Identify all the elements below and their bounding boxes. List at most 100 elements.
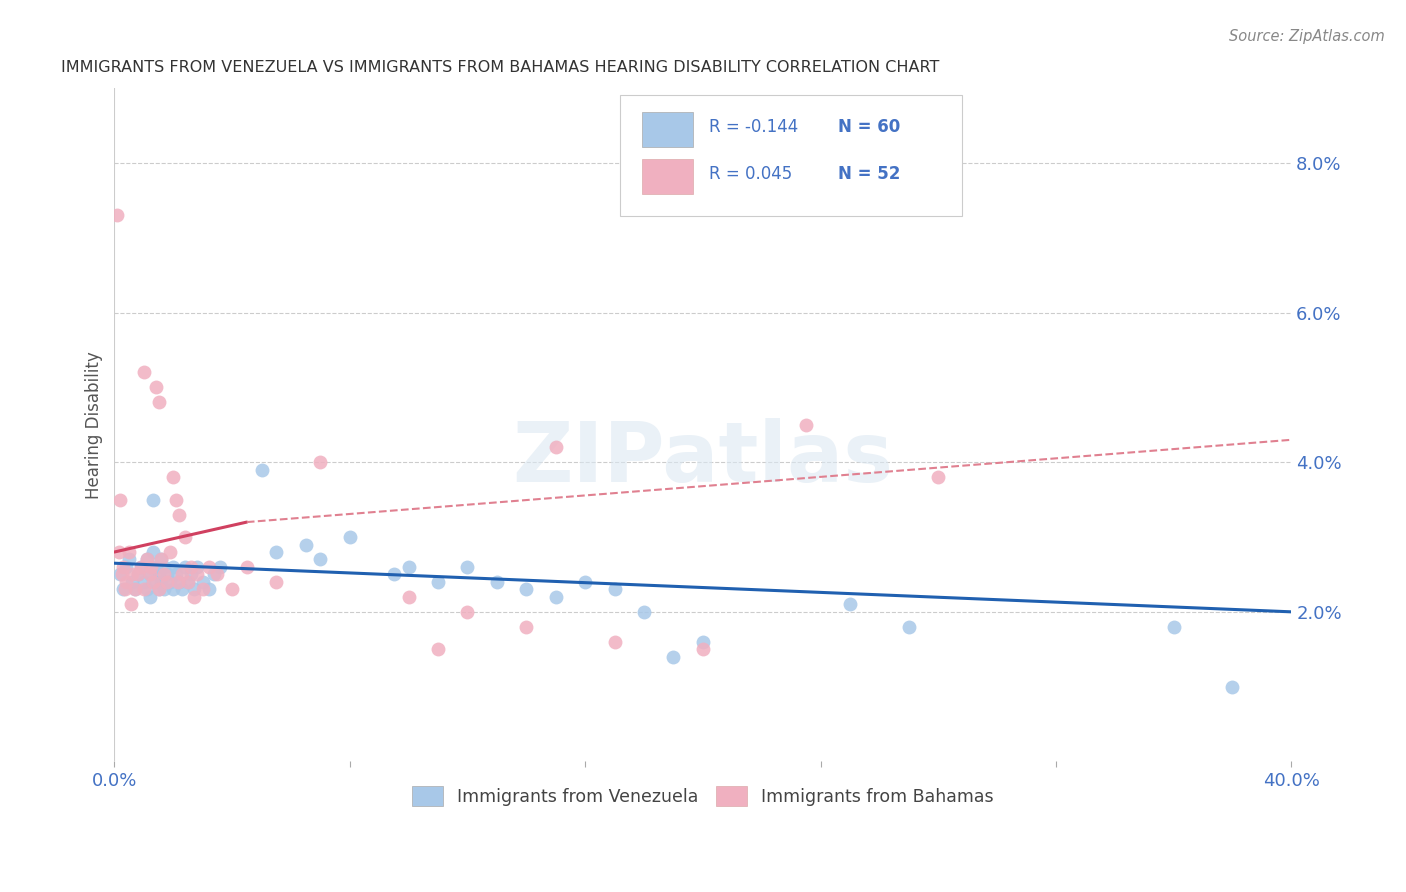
Point	[127, 567, 149, 582]
Point	[180, 567, 202, 582]
FancyBboxPatch shape	[620, 95, 962, 216]
FancyBboxPatch shape	[641, 112, 693, 147]
Point	[172, 567, 194, 582]
Point	[250, 463, 273, 477]
Point	[177, 574, 200, 589]
Point	[121, 567, 143, 582]
Point	[112, 582, 135, 597]
Point	[138, 567, 160, 582]
Point	[129, 560, 152, 574]
Text: IMMIGRANTS FROM VENEZUELA VS IMMIGRANTS FROM BAHAMAS HEARING DISABILITY CORRELAT: IMMIGRANTS FROM VENEZUELA VS IMMIGRANTS …	[62, 60, 939, 75]
Point	[118, 545, 141, 559]
Text: N = 60: N = 60	[838, 119, 900, 136]
Point	[236, 560, 259, 574]
Point	[129, 560, 152, 574]
Point	[1222, 680, 1244, 694]
Point	[111, 567, 134, 582]
Legend: Immigrants from Venezuela, Immigrants from Bahamas: Immigrants from Venezuela, Immigrants fr…	[405, 780, 1001, 814]
Point	[108, 545, 131, 559]
Point	[544, 440, 567, 454]
Point	[150, 552, 173, 566]
Point	[221, 582, 243, 597]
Point	[141, 560, 163, 574]
Point	[186, 560, 208, 574]
Point	[145, 574, 167, 589]
Point	[692, 634, 714, 648]
Point	[145, 560, 167, 574]
Point	[427, 574, 450, 589]
Point	[120, 598, 142, 612]
Point	[148, 395, 170, 409]
Point	[172, 582, 194, 597]
Point	[485, 574, 508, 589]
Point	[162, 470, 184, 484]
Point	[183, 590, 205, 604]
Point	[398, 560, 420, 574]
Point	[121, 574, 143, 589]
Point	[927, 470, 949, 484]
Point	[662, 649, 685, 664]
Point	[135, 582, 157, 597]
Text: ZIPatlas: ZIPatlas	[512, 418, 893, 499]
Point	[145, 380, 167, 394]
Point	[167, 574, 190, 589]
Point	[339, 530, 361, 544]
Point	[153, 567, 176, 582]
Point	[112, 560, 135, 574]
Point	[135, 552, 157, 566]
Point	[153, 560, 176, 574]
Point	[207, 567, 229, 582]
Point	[183, 582, 205, 597]
Point	[142, 545, 165, 559]
Point	[633, 605, 655, 619]
Point	[150, 552, 173, 566]
Text: R = -0.144: R = -0.144	[709, 119, 799, 136]
Point	[174, 530, 197, 544]
Point	[162, 582, 184, 597]
Point	[138, 567, 160, 582]
Point	[603, 582, 626, 597]
Point	[166, 574, 188, 589]
Point	[115, 574, 138, 589]
Point	[153, 582, 176, 597]
Point	[197, 582, 219, 597]
Point	[148, 582, 170, 597]
Point	[159, 574, 181, 589]
Point	[180, 560, 202, 574]
Point	[124, 582, 146, 597]
Point	[124, 582, 146, 597]
Point	[186, 567, 208, 582]
Point	[897, 620, 920, 634]
Point	[115, 560, 138, 574]
Point	[544, 590, 567, 604]
Point	[159, 545, 181, 559]
Point	[132, 366, 155, 380]
Point	[204, 567, 226, 582]
Point	[309, 552, 332, 566]
Point	[174, 560, 197, 574]
Point	[150, 574, 173, 589]
Point	[167, 508, 190, 522]
Point	[127, 567, 149, 582]
Point	[132, 582, 155, 597]
Point	[162, 560, 184, 574]
Point	[574, 574, 596, 589]
Point	[110, 567, 132, 582]
Point	[209, 560, 232, 574]
Text: N = 52: N = 52	[838, 165, 901, 184]
Point	[515, 620, 537, 634]
Point	[165, 492, 187, 507]
Point	[135, 552, 157, 566]
FancyBboxPatch shape	[641, 159, 693, 194]
Text: R = 0.045: R = 0.045	[709, 165, 792, 184]
Point	[692, 642, 714, 657]
Point	[1163, 620, 1185, 634]
Point	[264, 574, 287, 589]
Point	[456, 605, 478, 619]
Point	[191, 574, 214, 589]
Point	[603, 634, 626, 648]
Point	[177, 574, 200, 589]
Point	[132, 574, 155, 589]
Point	[105, 209, 128, 223]
Point	[110, 492, 132, 507]
